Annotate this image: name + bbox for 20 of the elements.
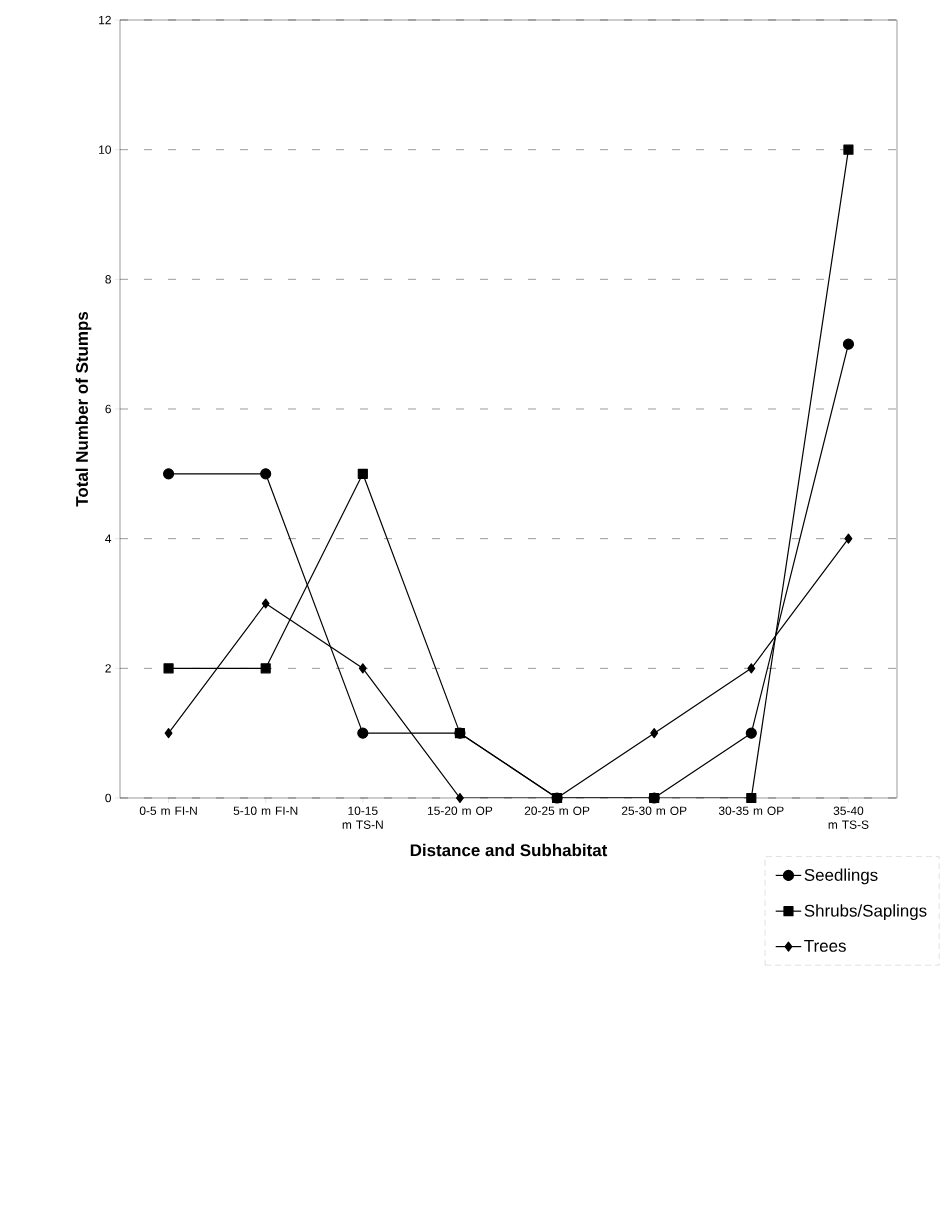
legend-label: Shrubs/Saplings bbox=[804, 904, 927, 921]
x-tick-label: 0-5 m FI-N bbox=[139, 806, 197, 815]
y-tick-label: 2 bbox=[105, 664, 111, 673]
x-tick-label: 35-40 m TS-S bbox=[828, 806, 869, 829]
y-tick-label: 12 bbox=[99, 15, 111, 25]
x-tick-label: 20-25 m OP bbox=[524, 806, 590, 815]
y-tick-label: 0 bbox=[105, 793, 112, 803]
y-tick-label: 4 bbox=[105, 534, 112, 543]
x-axis-title: Distance and Subhabitat bbox=[410, 843, 608, 857]
x-tick-label: 25-30 m OP bbox=[621, 806, 687, 815]
legend-label: Trees bbox=[804, 940, 846, 952]
x-tick-label: 5-10 m FI-N bbox=[233, 806, 298, 815]
y-tick-label: 6 bbox=[105, 404, 111, 414]
y-tick-label: 8 bbox=[105, 275, 111, 284]
y-axis-title: Total Number of Stumps bbox=[75, 311, 92, 507]
x-tick-label: 15-20 m OP bbox=[427, 806, 493, 815]
y-tick-label: 10 bbox=[99, 145, 112, 154]
legend-label: Seedlings bbox=[804, 868, 878, 885]
x-tick-label: 10-15 m TS-N bbox=[342, 806, 383, 829]
x-tick-label: 30-35 m OP bbox=[718, 806, 784, 815]
